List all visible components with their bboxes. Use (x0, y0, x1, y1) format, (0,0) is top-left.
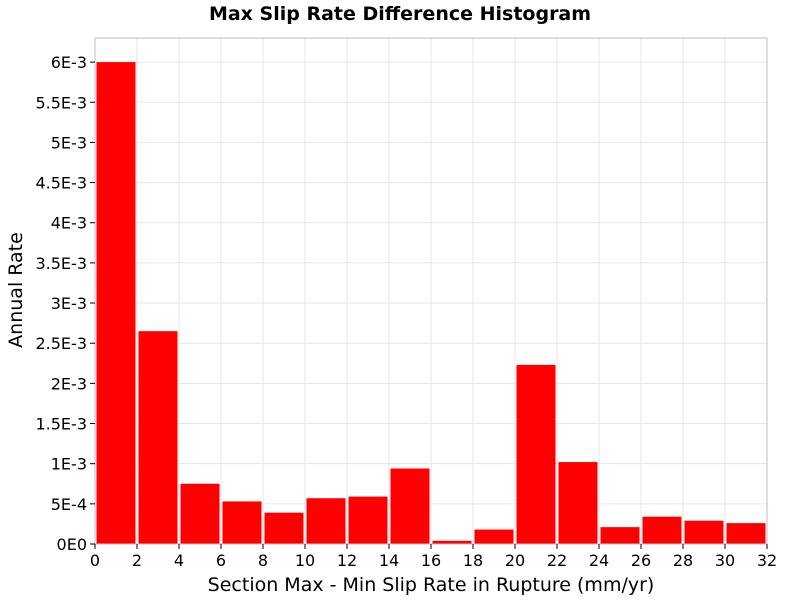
histogram-bar (558, 462, 598, 544)
x-tick-label: 20 (505, 551, 525, 570)
x-tick-label: 30 (715, 551, 735, 570)
y-tick-label: 5E-4 (51, 495, 87, 514)
x-tick-label: 4 (174, 551, 184, 570)
x-tick-label: 10 (295, 551, 315, 570)
histogram-bar (264, 512, 304, 544)
x-tick-label: 12 (337, 551, 357, 570)
bar-series (96, 62, 766, 544)
x-tick-label: 22 (547, 551, 567, 570)
x-tick-label: 28 (673, 551, 693, 570)
histogram-bar (432, 540, 472, 544)
x-tick-label: 24 (589, 551, 609, 570)
x-tick-label: 26 (631, 551, 651, 570)
y-tick-label: 6E-3 (51, 53, 87, 72)
y-tick-label: 2.5E-3 (35, 334, 87, 353)
histogram-bar (600, 527, 640, 544)
x-tick-label: 18 (463, 551, 483, 570)
histogram-bar (306, 498, 346, 544)
histogram-bar (348, 496, 388, 544)
histogram-bar (726, 523, 766, 544)
x-tick-label: 0 (90, 551, 100, 570)
y-tick-label: 5.5E-3 (35, 93, 87, 112)
y-tick-label: 4.5E-3 (35, 174, 87, 193)
grid-lines (94, 38, 768, 545)
x-tick-label: 8 (258, 551, 268, 570)
x-axis-label: Section Max - Min Slip Rate in Rupture (… (208, 574, 655, 596)
histogram-bar (390, 468, 430, 544)
y-tick-label: 3.5E-3 (35, 254, 87, 273)
x-tick-label: 14 (379, 551, 399, 570)
histogram-bar (180, 483, 220, 544)
y-tick-label: 3E-3 (51, 294, 87, 313)
x-tick-label: 32 (757, 551, 777, 570)
y-tick-label: 1E-3 (51, 455, 87, 474)
y-tick-label: 0E0 (57, 535, 87, 554)
y-tick-label: 1.5E-3 (35, 415, 87, 434)
x-tick-label: 16 (421, 551, 441, 570)
histogram-bar (138, 331, 178, 544)
histogram-bar (684, 520, 724, 544)
y-tick-label: 4E-3 (51, 214, 87, 233)
y-axis-label: Annual Rate (5, 232, 27, 348)
x-tick-label: 6 (216, 551, 226, 570)
histogram-bar (222, 501, 262, 544)
histogram-bar (474, 529, 514, 544)
y-tick-label: 5E-3 (51, 133, 87, 152)
histogram-bar (516, 364, 556, 544)
axes: 0 2 4 6 8 10 12 14 16 18 20 22 24 26 28 30 320E05E-41E-3… (35, 53, 777, 570)
y-tick-label: 2E-3 (51, 374, 87, 393)
x-tick-label: 2 (132, 551, 142, 570)
histogram-bar (642, 516, 682, 544)
histogram-bar (96, 62, 136, 544)
chart-title: Max Slip Rate Difference Histogram (209, 3, 591, 25)
